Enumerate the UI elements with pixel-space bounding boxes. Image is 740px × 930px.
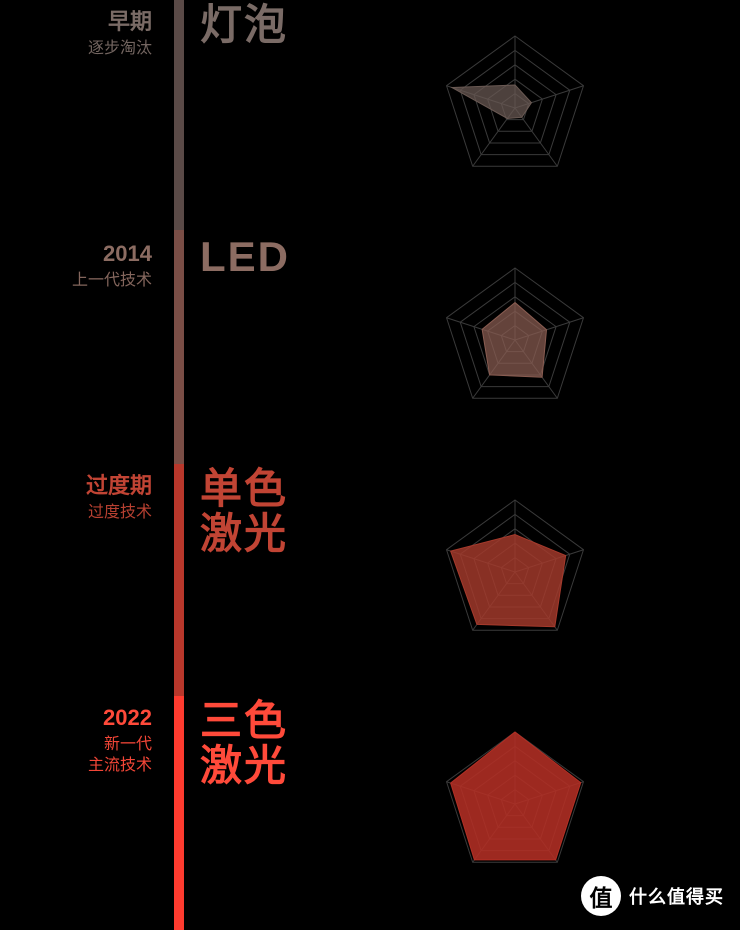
tech-title: 单色激光 bbox=[200, 466, 370, 557]
radar-axis-label: 寿命 bbox=[433, 879, 461, 895]
radar-axis-label: 能效 bbox=[569, 647, 597, 663]
tech-title: 三色激光 bbox=[200, 698, 370, 789]
radar-axis-label: 寿命 bbox=[433, 415, 461, 431]
radar-wrap: 色彩对比度能效 寿命 亮度 bbox=[360, 454, 680, 686]
radar-axis-label: 对比度 bbox=[602, 303, 644, 319]
radar-axis-label: 色彩 bbox=[501, 229, 529, 245]
tech-row: 早期逐步淘汰灯泡色彩对比度能效寿命亮度 bbox=[0, 0, 740, 232]
era-subtitle: 过度技术 bbox=[0, 502, 152, 524]
radar-chart: 色彩对比度能效 寿命 亮度 bbox=[360, 0, 680, 222]
era-subtitle: 新一代主流技术 bbox=[0, 734, 152, 777]
era-title: 过度期 bbox=[0, 472, 152, 500]
radar-axis-label: 亮度 bbox=[400, 767, 428, 783]
radar-axis-label: 对比度 bbox=[602, 535, 644, 551]
radar-axis-label: 寿命 bbox=[433, 183, 461, 199]
era-column: 早期逐步淘汰 bbox=[0, 8, 170, 59]
radar-axis-label: 对比度 bbox=[602, 71, 644, 87]
radar-axis-label: 对比度 bbox=[602, 767, 644, 783]
watermark: 值 什么值得买 bbox=[581, 876, 724, 916]
era-title: 2022 bbox=[0, 704, 152, 732]
radar-axis-label: 色彩 bbox=[501, 461, 529, 477]
radar-axis-label: 色彩 bbox=[501, 693, 529, 709]
radar-data-polygon bbox=[451, 732, 581, 860]
radar-axis-label: 能效 bbox=[569, 415, 597, 431]
radar-chart: 色彩对比度能效 寿命 亮度 bbox=[360, 454, 680, 686]
era-title: 2014 bbox=[0, 240, 152, 268]
watermark-badge-icon: 值 bbox=[581, 876, 621, 916]
radar-data-polygon bbox=[451, 535, 566, 627]
radar-axis-label: 亮度 bbox=[400, 303, 428, 319]
tech-row: 过度期过度技术单色激光色彩对比度能效寿命亮度 bbox=[0, 464, 740, 696]
tech-title: LED bbox=[200, 234, 370, 279]
era-subtitle: 逐步淘汰 bbox=[0, 38, 152, 60]
radar-axis-label: 亮度 bbox=[400, 71, 428, 87]
radar-chart: 色彩对比度能效 寿命 亮度 bbox=[360, 222, 680, 454]
radar-axis-label: 寿命 bbox=[433, 647, 461, 663]
tech-title: 灯泡 bbox=[200, 2, 370, 47]
tech-row: 2014上一代技术 LED 色彩对比度能效 寿命 亮度 bbox=[0, 232, 740, 464]
era-column: 2014上一代技术 bbox=[0, 240, 170, 291]
infographic-root: 早期逐步淘汰灯泡色彩对比度能效寿命亮度2014上一代技术LED色彩对比度能效寿命… bbox=[0, 0, 740, 930]
era-title: 早期 bbox=[0, 8, 152, 36]
radar-axis-label: 能效 bbox=[569, 183, 597, 199]
era-column: 2022新一代主流技术 bbox=[0, 704, 170, 777]
era-column: 过度期过度技术 bbox=[0, 472, 170, 523]
radar-axis-label: 亮度 bbox=[400, 535, 428, 551]
radar-wrap: 色彩对比度能效 寿命 亮度 bbox=[360, 0, 680, 222]
radar-axis-label: 色彩 bbox=[501, 0, 529, 13]
watermark-text: 什么值得买 bbox=[629, 883, 724, 909]
era-subtitle: 上一代技术 bbox=[0, 270, 152, 292]
radar-wrap: 色彩对比度能效 寿命 亮度 bbox=[360, 222, 680, 454]
